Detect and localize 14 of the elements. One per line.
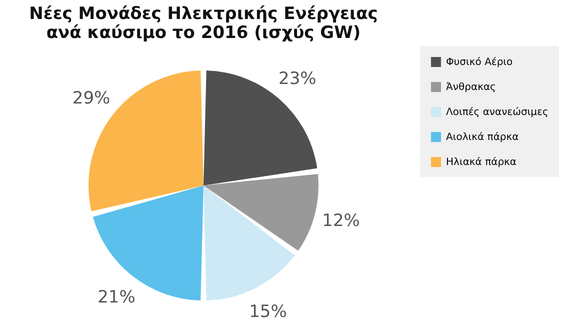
data-label: 12% [322, 210, 360, 231]
pie-slice [204, 70, 318, 186]
pie-slice [204, 186, 295, 300]
legend-label: Ηλιακά πάρκα [446, 157, 517, 168]
legend-label: Φυσικό Αέριο [446, 57, 513, 68]
data-label: 21% [98, 288, 136, 308]
legend-label: Αιολικά πάρκα [446, 132, 520, 143]
legend-label: Λοιπές ανανεώσιμες [446, 107, 548, 118]
text: Νέες Μονάδες Ηλεκτρικής Ενέργειας [29, 4, 378, 24]
legend-label: Άνθρακας [446, 82, 496, 93]
text: ανά καύσιμο το 2016 (ισχύς GW) [46, 23, 361, 43]
data-label: 15% [249, 302, 287, 322]
data-label: 23% [278, 68, 316, 89]
data-label: 29% [72, 88, 110, 108]
